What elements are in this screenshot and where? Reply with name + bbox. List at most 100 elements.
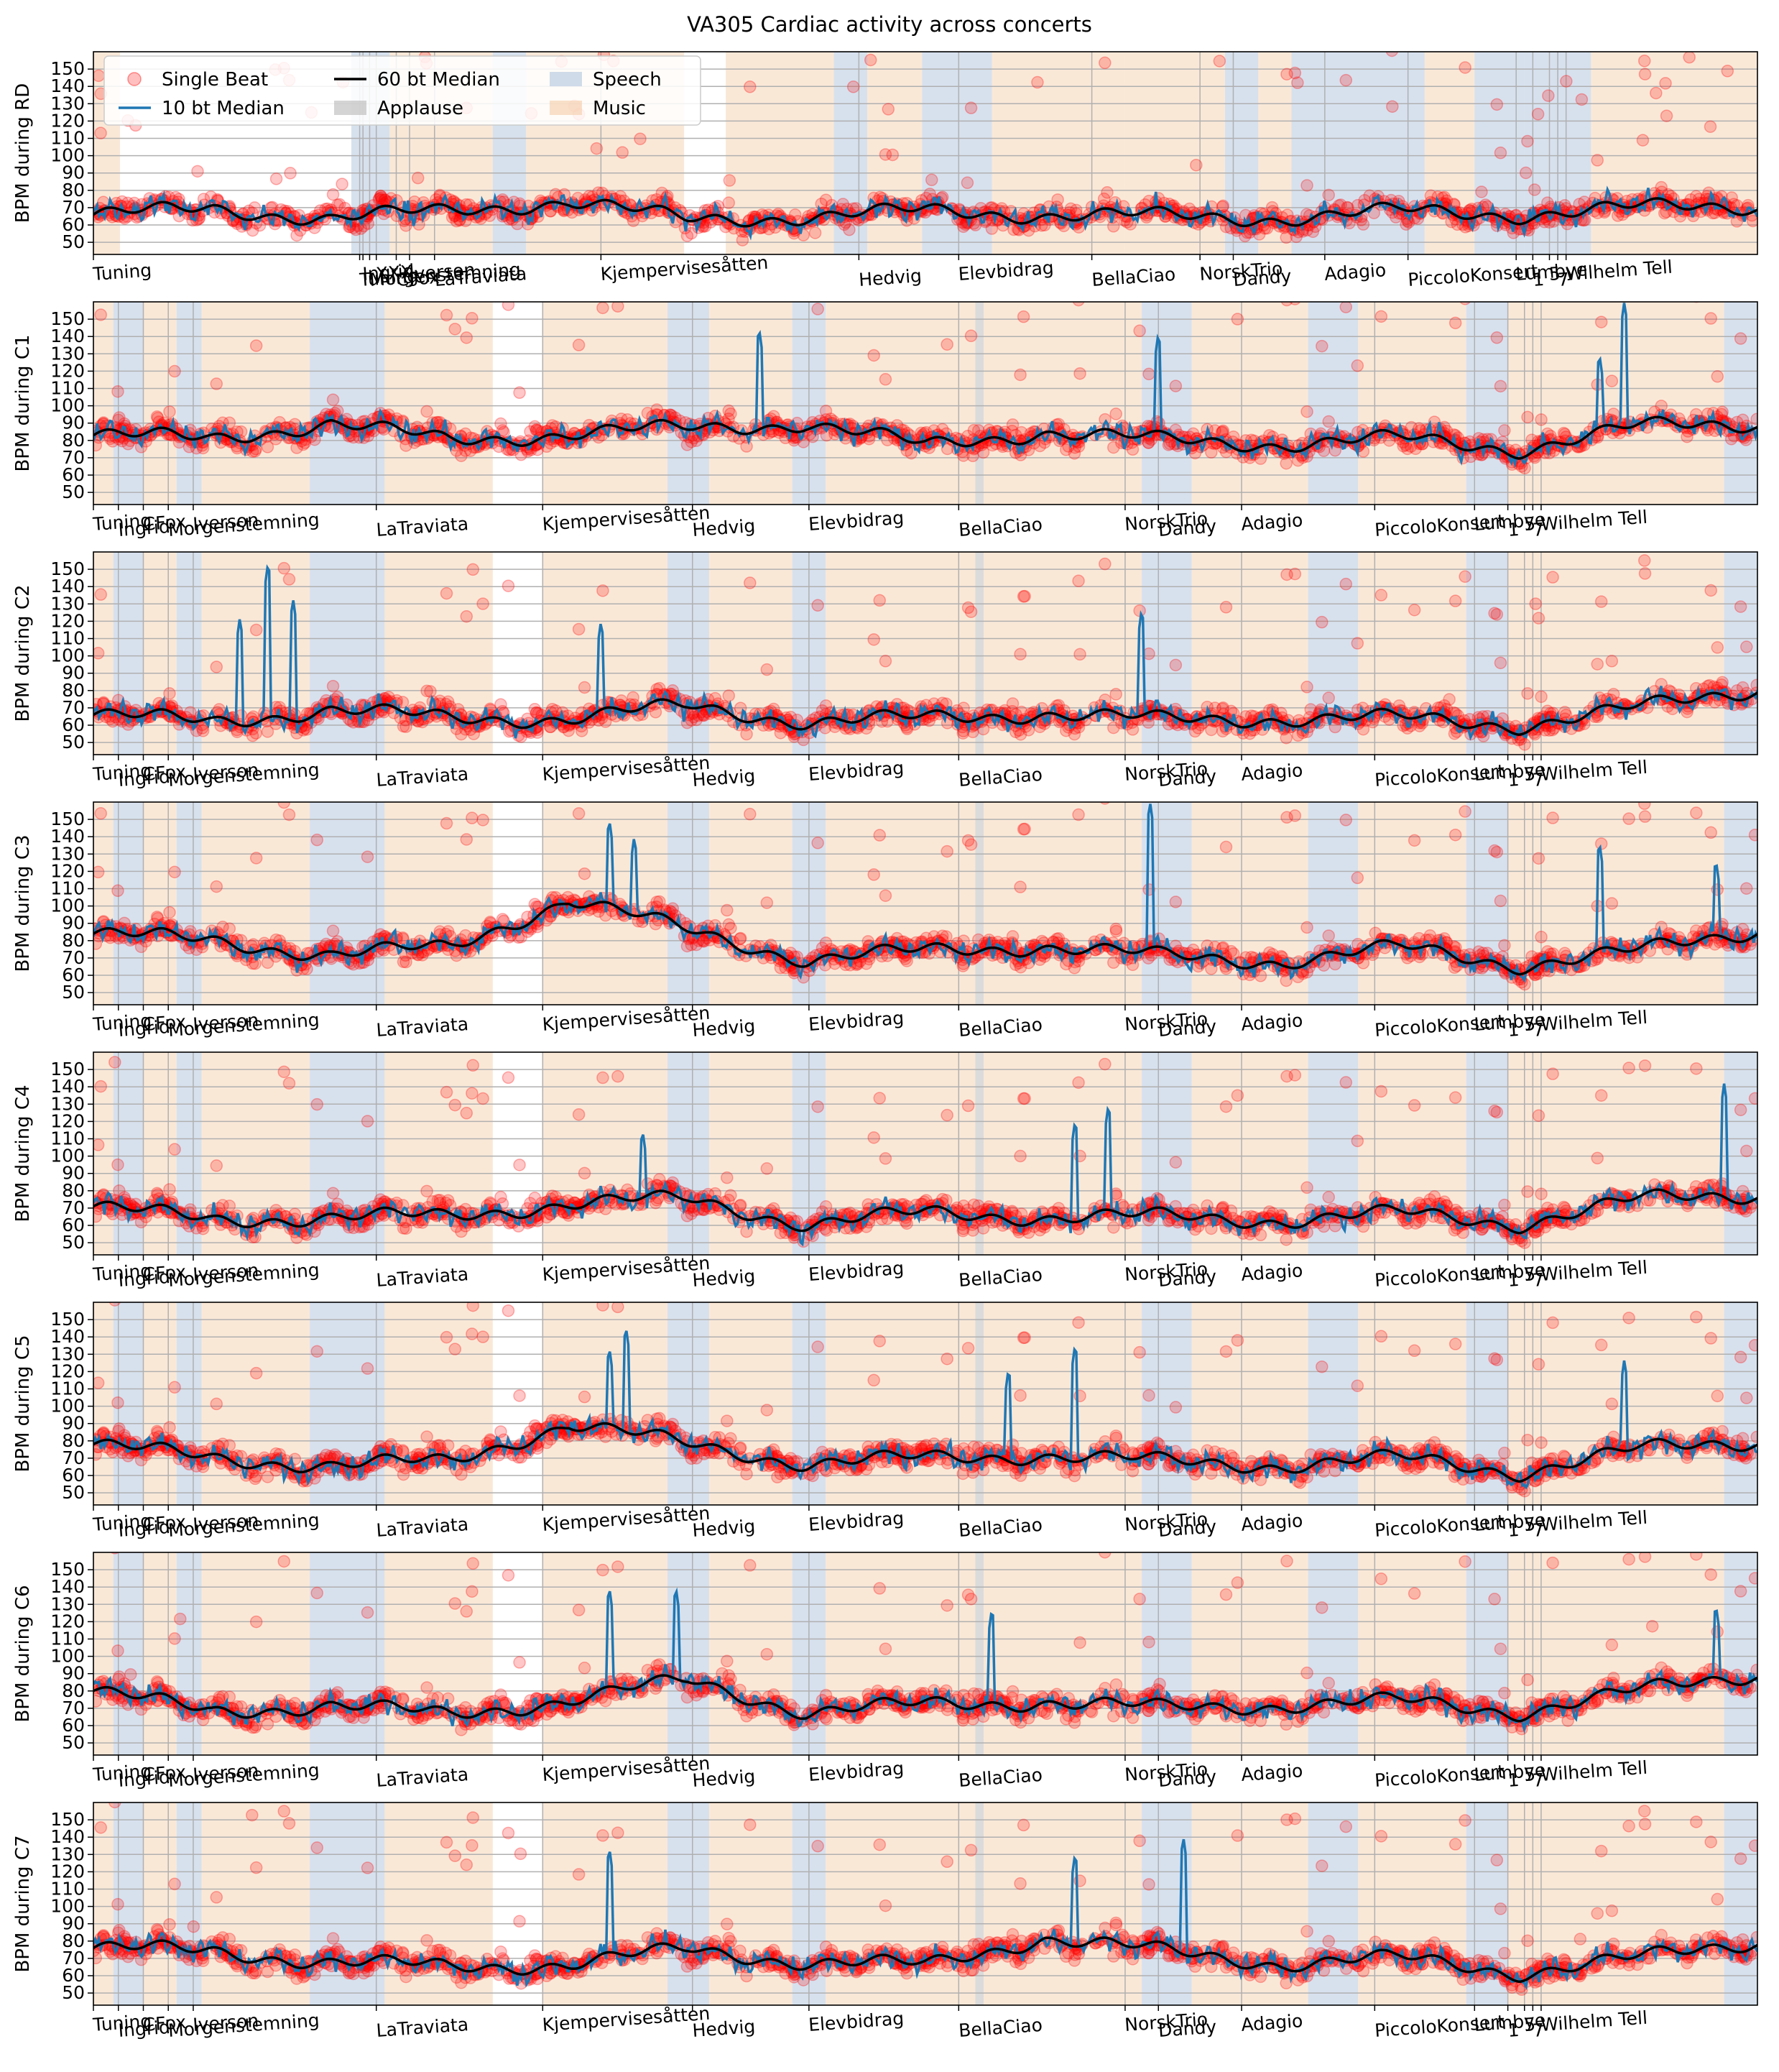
single-beat-point: [374, 190, 387, 203]
single-beat-point: [818, 722, 832, 735]
single-beat-point: [964, 101, 978, 114]
xtick-label: Adagio: [1240, 760, 1303, 785]
single-beat-point: [1339, 73, 1353, 87]
single-beat-point: [528, 703, 542, 716]
single-beat-point: [277, 561, 291, 575]
single-beat-point: [502, 579, 515, 592]
region-music: [826, 802, 976, 1005]
single-beat-point: [815, 704, 829, 717]
single-beat-point: [1300, 179, 1313, 192]
single-beat-point: [1291, 76, 1304, 89]
single-beat-point: [1073, 648, 1086, 661]
xtick-label: Kjempervisesåtten: [542, 752, 711, 785]
single-beat-point: [1605, 897, 1619, 910]
single-beat-point: [266, 201, 279, 214]
xtick-label: LaTraviata: [376, 513, 469, 540]
single-beat-point: [723, 174, 736, 187]
single-beat-point: [349, 223, 363, 236]
single-beat-point: [326, 393, 340, 406]
single-beat-point: [596, 584, 609, 597]
single-beat-point: [476, 597, 489, 610]
single-beat-point: [1638, 567, 1652, 580]
single-beat-point: [1711, 370, 1724, 383]
single-beat-point: [1704, 584, 1717, 597]
single-beat-point: [1316, 339, 1329, 353]
single-beat-point: [1594, 595, 1608, 608]
single-beat-point: [440, 586, 453, 600]
single-beat-point: [375, 191, 388, 204]
region-speech: [1142, 302, 1192, 505]
single-beat-point: [1213, 55, 1226, 68]
region-music: [542, 302, 668, 505]
single-beat-point: [168, 364, 181, 378]
plot-area: [93, 552, 1757, 755]
single-beat-point: [1638, 68, 1652, 80]
single-beat-point: [1542, 89, 1555, 102]
single-beat-point: [460, 609, 473, 623]
single-beat-point: [249, 623, 263, 637]
single-beat-point: [1636, 134, 1650, 147]
single-beat-point: [163, 687, 176, 700]
single-beat-point: [420, 684, 433, 698]
single-beat-point: [546, 419, 559, 432]
single-beat-point: [191, 165, 204, 178]
single-beat-point: [1357, 218, 1370, 231]
single-beat-point: [819, 193, 833, 206]
single-beat-point: [441, 695, 455, 709]
single-beat-point: [867, 633, 880, 646]
region-music: [708, 302, 793, 505]
single-beat-point: [1638, 802, 1651, 810]
single-beat-point: [744, 80, 757, 93]
single-beat-point: [846, 80, 860, 93]
xtick-label: Adagio: [1240, 510, 1303, 535]
single-beat-point: [1099, 557, 1112, 571]
single-beat-point: [1007, 223, 1020, 236]
xtick-label: BellaCiao: [1091, 264, 1177, 290]
single-beat-point: [1459, 302, 1471, 305]
single-beat-point: [1107, 220, 1120, 233]
single-beat-point: [1101, 186, 1114, 199]
region-music: [384, 802, 493, 1005]
region-music: [93, 802, 114, 1005]
xtick-label: Kjempervisesåtten: [542, 502, 711, 535]
single-beat-point: [1109, 408, 1122, 420]
ytick-label: 150: [50, 308, 85, 329]
single-beat-point: [1494, 146, 1507, 160]
single-beat-point: [1594, 316, 1608, 328]
single-beat-point: [1704, 826, 1717, 839]
single-beat-point: [1521, 134, 1534, 148]
region-music: [984, 802, 1142, 1005]
single-beat-point: [1351, 637, 1364, 650]
single-beat-point: [1339, 302, 1353, 313]
single-beat-point: [1449, 429, 1462, 442]
single-beat-point: [1169, 658, 1183, 672]
single-beat-point: [1740, 640, 1753, 653]
xtick-label: Hedvig: [692, 765, 756, 791]
single-beat-point: [1216, 424, 1230, 438]
plot-area: [93, 302, 1757, 505]
single-beat-point: [1280, 731, 1293, 745]
single-beat-point: [1558, 706, 1571, 719]
region-music: [143, 552, 177, 755]
single-beat-point: [1734, 600, 1747, 613]
single-beat-point: [873, 594, 887, 607]
single-beat-point: [1300, 681, 1313, 694]
single-beat-point: [210, 377, 223, 390]
single-beat-point: [1658, 206, 1671, 220]
single-beat-point: [549, 188, 563, 201]
single-beat-point: [1650, 86, 1663, 100]
single-beat-point: [1014, 648, 1027, 661]
single-beat-point: [811, 599, 824, 612]
region-speech: [833, 52, 867, 254]
single-beat-point: [1339, 577, 1353, 591]
xtick-label: Kjempervisesåtten: [600, 252, 769, 285]
single-beat-point: [1532, 612, 1545, 625]
region-speech: [310, 302, 385, 505]
single-beat-point: [590, 142, 604, 155]
single-beat-point: [1288, 567, 1302, 581]
single-beat-point: [502, 302, 515, 311]
